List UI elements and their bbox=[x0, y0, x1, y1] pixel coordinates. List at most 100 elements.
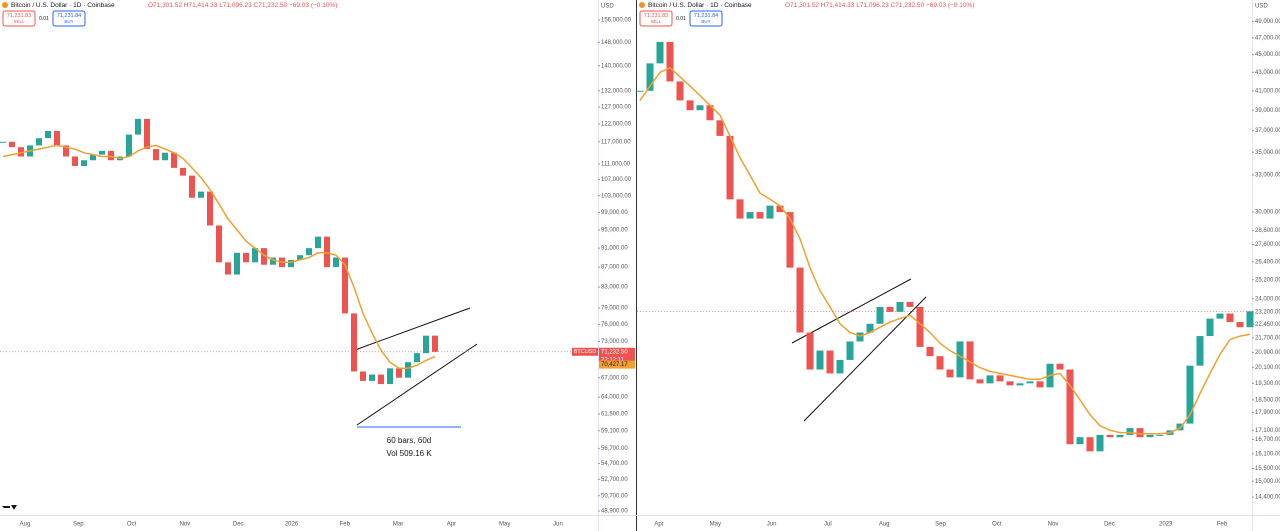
candle bbox=[306, 248, 312, 256]
candle bbox=[297, 255, 303, 260]
y-tick-label: 47,000.00 bbox=[1255, 35, 1280, 41]
candle bbox=[1146, 434, 1154, 438]
y-tick-label: 27,600.00 bbox=[1255, 242, 1280, 248]
candle bbox=[926, 346, 934, 357]
buy-price: 71,231.84 bbox=[694, 13, 718, 19]
candle bbox=[906, 301, 914, 307]
moving-average bbox=[639, 66, 1251, 435]
candle bbox=[180, 167, 186, 176]
moving-average bbox=[2, 144, 436, 370]
y-tick-label: 17,100.00 bbox=[1255, 428, 1280, 434]
sell-price: 71,231.83 bbox=[7, 13, 31, 19]
candle bbox=[99, 150, 105, 155]
symbol-icon bbox=[639, 2, 645, 8]
buy-button[interactable] bbox=[689, 10, 723, 27]
symbol-title: Bitcoin / U.S. Dollar · 1D · Coinbase bbox=[11, 2, 115, 9]
candle bbox=[696, 105, 704, 111]
x-tick-label: Aug bbox=[20, 522, 31, 528]
candle bbox=[1086, 437, 1094, 452]
y-tick-label: 54,700.00 bbox=[601, 461, 628, 467]
candle bbox=[766, 205, 774, 219]
y-tick-label: 15,500.00 bbox=[1255, 466, 1280, 472]
buy-label: BUY bbox=[701, 19, 710, 24]
candle bbox=[324, 236, 330, 268]
candle bbox=[806, 332, 814, 370]
y-tick-label: 15,000.00 bbox=[1255, 479, 1280, 485]
x-tick-label: Sep bbox=[73, 522, 84, 528]
candle bbox=[144, 118, 150, 150]
y-tick-label: 14,400.00 bbox=[1255, 495, 1280, 501]
y-tick-label: 148,000.00 bbox=[601, 40, 632, 46]
sell-button[interactable] bbox=[639, 10, 673, 27]
y-tick-label: 22,450.00 bbox=[1255, 322, 1280, 328]
y-tick-label: 21,700.00 bbox=[1255, 335, 1280, 341]
spread: 0.01 bbox=[676, 16, 686, 22]
candle bbox=[1246, 311, 1254, 328]
x-tick-label: Aug bbox=[879, 522, 890, 528]
candle bbox=[63, 145, 69, 157]
candle bbox=[1106, 434, 1114, 438]
y-tick-label: 103,000.00 bbox=[601, 193, 632, 199]
candle bbox=[726, 135, 734, 200]
candle bbox=[886, 306, 894, 312]
candle bbox=[405, 362, 411, 378]
candle bbox=[1116, 434, 1124, 438]
candle bbox=[986, 375, 994, 384]
y-tick-label: 16,700.00 bbox=[1255, 437, 1280, 443]
candle bbox=[966, 341, 974, 380]
ohlc-readout: O71,301.52 H71,414.33 L71,096.23 C71,232… bbox=[148, 2, 337, 9]
candle bbox=[135, 118, 141, 135]
y-tick-label: 26,400.00 bbox=[1255, 259, 1280, 265]
y-tick-label: 45,000.00 bbox=[1255, 52, 1280, 58]
y-tick-label: 91,000.00 bbox=[601, 246, 628, 252]
y-tick-label: 28,600.00 bbox=[1255, 228, 1280, 234]
y-tick-label: 30,000.00 bbox=[1255, 210, 1280, 216]
candle bbox=[1076, 437, 1084, 445]
x-tick-label: Mar bbox=[393, 522, 403, 528]
y-tick-label: 73,000.00 bbox=[601, 339, 628, 345]
y-tick-label: 41,000.00 bbox=[1255, 88, 1280, 94]
candle bbox=[816, 350, 824, 370]
logo bbox=[2, 505, 17, 510]
y-tick-label: 156,000.00 bbox=[601, 18, 632, 24]
y-tick-label: 76,000.00 bbox=[601, 322, 628, 328]
candle bbox=[1036, 381, 1044, 388]
price-tag: 71,232.50 bbox=[601, 349, 628, 355]
candle bbox=[1066, 369, 1074, 445]
y-tick-label: 107,000.00 bbox=[601, 177, 632, 183]
buy-button[interactable] bbox=[52, 10, 86, 27]
candle bbox=[756, 212, 764, 219]
y-tick-label: 87,000.00 bbox=[601, 265, 628, 271]
candle bbox=[976, 379, 984, 384]
candle bbox=[207, 191, 213, 226]
buy-price: 71,231.84 bbox=[57, 13, 81, 19]
price-tag-bg bbox=[599, 347, 635, 364]
x-tick-label: Dec bbox=[233, 522, 244, 528]
x-tick-label: Oct bbox=[992, 522, 1002, 528]
ma-tag: 70,427.17 bbox=[601, 362, 628, 368]
sell-button[interactable] bbox=[2, 10, 36, 27]
y-tick-label: 127,000.00 bbox=[601, 105, 632, 111]
x-tick-label: Apr bbox=[447, 522, 456, 528]
candle bbox=[108, 150, 114, 161]
candle bbox=[1216, 313, 1224, 319]
y-tick-label: 19,300.00 bbox=[1255, 381, 1280, 387]
x-tick-label: 2026 bbox=[285, 522, 299, 528]
candle bbox=[261, 248, 267, 265]
trend-line bbox=[803, 296, 927, 422]
y-tick-label: 49,000.00 bbox=[1255, 19, 1280, 25]
candle bbox=[826, 350, 834, 374]
y-tick-label: 132,000.00 bbox=[601, 88, 632, 94]
candle bbox=[162, 152, 168, 161]
currency: USD bbox=[1255, 4, 1268, 10]
candle bbox=[198, 191, 204, 198]
y-tick-label: 64,000.00 bbox=[601, 395, 628, 401]
candle bbox=[9, 141, 15, 148]
trend-line bbox=[354, 307, 471, 351]
candle bbox=[1126, 428, 1134, 435]
candle bbox=[716, 120, 724, 136]
measure-label: Vol 509.16 K bbox=[386, 449, 432, 458]
x-tick-label: Dec bbox=[1104, 522, 1115, 528]
sell-price: 71,231.83 bbox=[644, 13, 668, 19]
spread: 0.01 bbox=[39, 16, 49, 22]
